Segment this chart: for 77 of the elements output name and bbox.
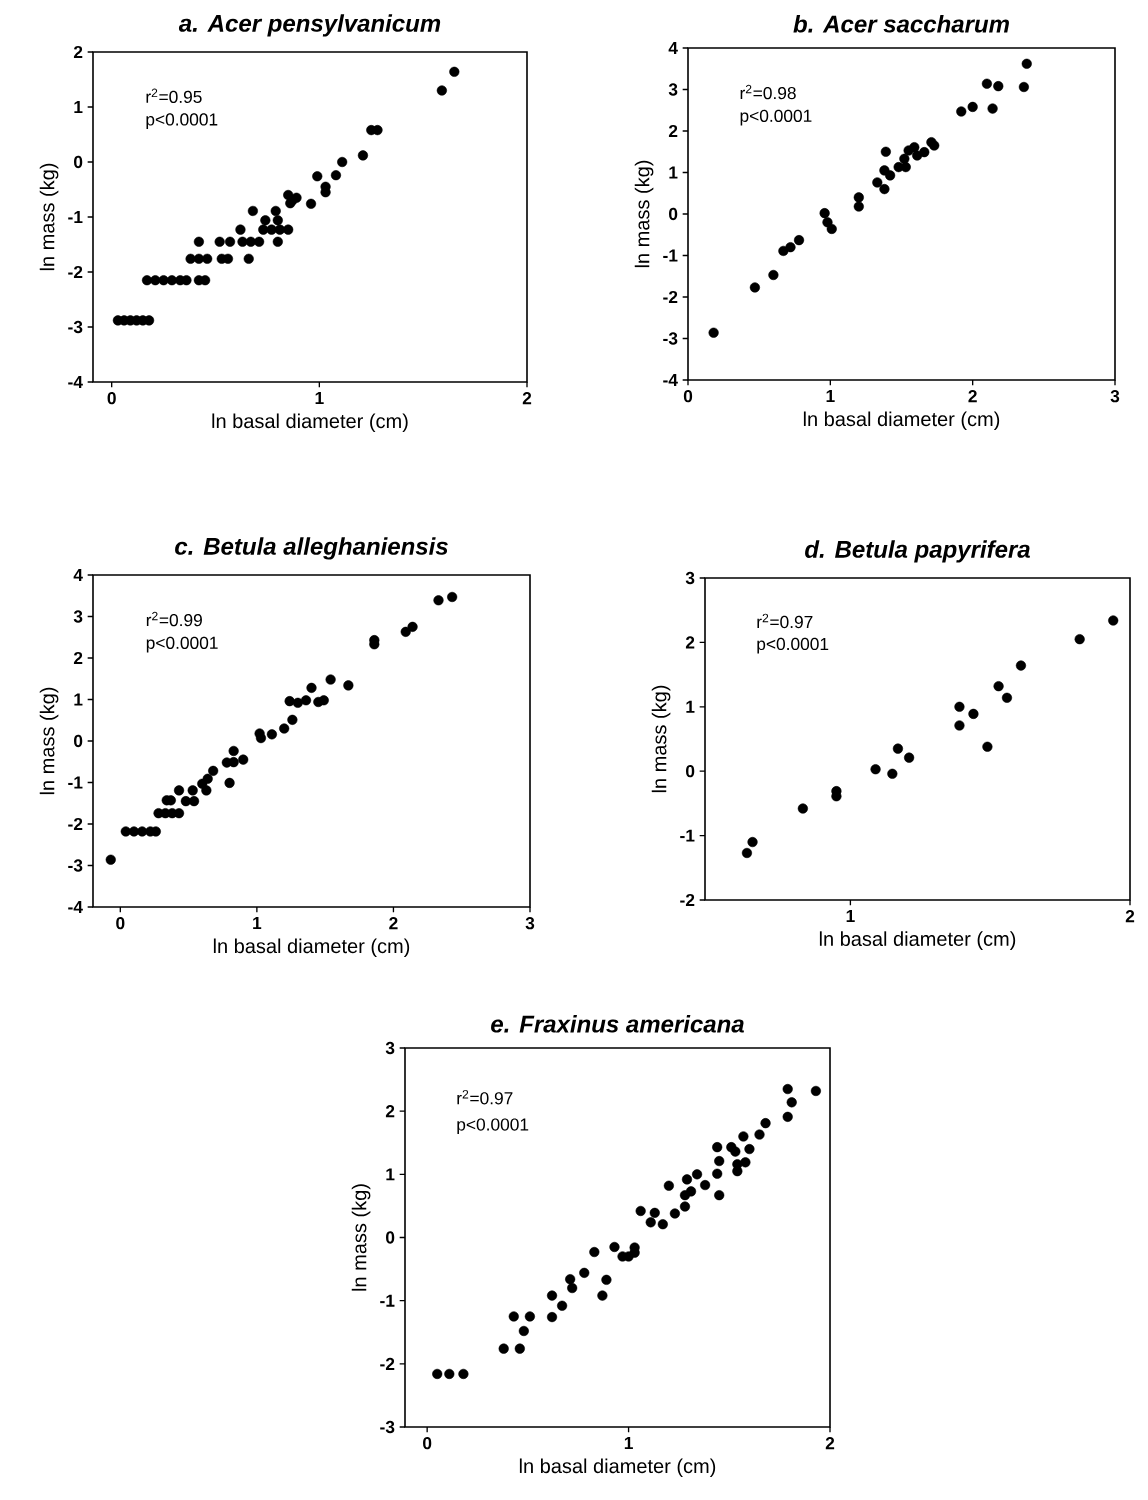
- annotation: r$^{2}$=0.98: [740, 84, 796, 100]
- y-axis-title: ln mass (kg): [651, 685, 671, 793]
- y-tick-label: 0: [669, 207, 678, 221]
- y-axis-title: ln mass (kg): [634, 160, 654, 268]
- y-tick-label: 0: [686, 765, 695, 778]
- x-axis-title: ln basal diameter (cm): [519, 1458, 716, 1478]
- x-axis-title: ln basal diameter (cm): [803, 411, 1000, 431]
- y-tick-label: 4: [73, 569, 83, 581]
- y-tick-label: 0: [74, 155, 83, 169]
- x-tick-label: 3: [1110, 390, 1120, 403]
- annotation: r$^{2}$=0.97: [757, 613, 813, 629]
- y-tick-label: 1: [74, 101, 83, 113]
- annotation: p<0.0001: [146, 113, 218, 130]
- annotation: r$^{2}$=0.97: [457, 1089, 513, 1105]
- chart-title: e. Fraxinus americana: [491, 1014, 744, 1033]
- y-tick-label: 2: [73, 45, 83, 59]
- y-tick-label: 1: [669, 166, 678, 179]
- y-tick-label: -3: [663, 332, 678, 345]
- x-tick-label: 2: [1125, 910, 1135, 923]
- y-tick-label: 1: [386, 1168, 395, 1181]
- y-tick-label: 3: [73, 610, 83, 623]
- y-tick-label: -1: [680, 829, 695, 842]
- y-tick-label: 3: [668, 83, 678, 96]
- y-tick-label: 4: [668, 42, 678, 54]
- y-tick-label: 3: [385, 1041, 395, 1055]
- chart-title: b. Acer saccharum: [793, 14, 1009, 33]
- chart-title: d. Betula papyrifera: [805, 540, 1030, 563]
- annotation: r$^{2}$=0.99: [146, 611, 202, 627]
- x-tick-label: 1: [846, 910, 855, 922]
- y-tick-label: -1: [68, 211, 83, 223]
- x-axis-title: ln basal diameter (cm): [212, 413, 408, 433]
- annotation: r$^{2}$=0.95: [146, 88, 202, 104]
- y-axis-title: ln mass (kg): [39, 687, 59, 795]
- y-tick-label: -2: [680, 893, 695, 907]
- y-tick-label: -4: [663, 374, 678, 386]
- chart-title: a. Acer pensylvanicum: [178, 14, 441, 37]
- annotation: p<0.0001: [146, 636, 218, 653]
- y-tick-label: 3: [685, 571, 695, 585]
- x-tick-label: 1: [624, 1437, 633, 1449]
- y-tick-label: 1: [686, 700, 695, 713]
- y-tick-label: -3: [380, 1420, 395, 1434]
- x-tick-label: 1: [826, 390, 835, 402]
- x-tick-label: 2: [968, 390, 977, 403]
- x-tick-label: 1: [315, 392, 324, 404]
- y-tick-label: 2: [668, 124, 678, 138]
- y-tick-label: -2: [380, 1357, 395, 1370]
- annotation: p<0.0001: [457, 1118, 529, 1135]
- y-tick-label: -2: [68, 265, 83, 279]
- y-axis-title: ln mass (kg): [351, 1184, 371, 1291]
- x-tick-label: 2: [522, 392, 532, 405]
- y-tick-label: 1: [74, 693, 83, 706]
- y-tick-label: -1: [380, 1294, 395, 1307]
- x-axis-title: ln basal diameter (cm): [213, 938, 410, 958]
- y-tick-label: 0: [74, 734, 83, 748]
- annotation: p<0.0001: [757, 637, 829, 654]
- x-tick-label: 0: [423, 1437, 432, 1450]
- y-tick-label: -3: [68, 859, 83, 872]
- y-tick-label: 0: [386, 1231, 395, 1244]
- y-tick-label: -4: [68, 901, 83, 913]
- y-tick-label: 2: [73, 651, 83, 665]
- y-tick-label: -2: [68, 817, 83, 831]
- y-tick-label: -4: [68, 376, 83, 388]
- y-tick-label: -1: [68, 776, 83, 789]
- x-tick-label: 0: [107, 392, 116, 405]
- x-axis-title: ln basal diameter (cm): [819, 931, 1016, 950]
- chart-title: c. Betula alleghaniensis: [175, 537, 448, 560]
- y-tick-label: -1: [663, 249, 678, 262]
- y-tick-label: 2: [685, 636, 695, 649]
- x-tick-label: 0: [116, 917, 125, 930]
- x-tick-label: 3: [525, 917, 535, 930]
- y-tick-label: -3: [68, 320, 83, 334]
- y-axis-title: ln mass (kg): [39, 163, 59, 271]
- y-tick-label: -2: [663, 290, 678, 304]
- y-tick-label: 2: [385, 1105, 395, 1118]
- x-tick-label: 2: [825, 1437, 835, 1450]
- annotation: p<0.0001: [740, 109, 812, 126]
- x-tick-label: 1: [253, 917, 262, 929]
